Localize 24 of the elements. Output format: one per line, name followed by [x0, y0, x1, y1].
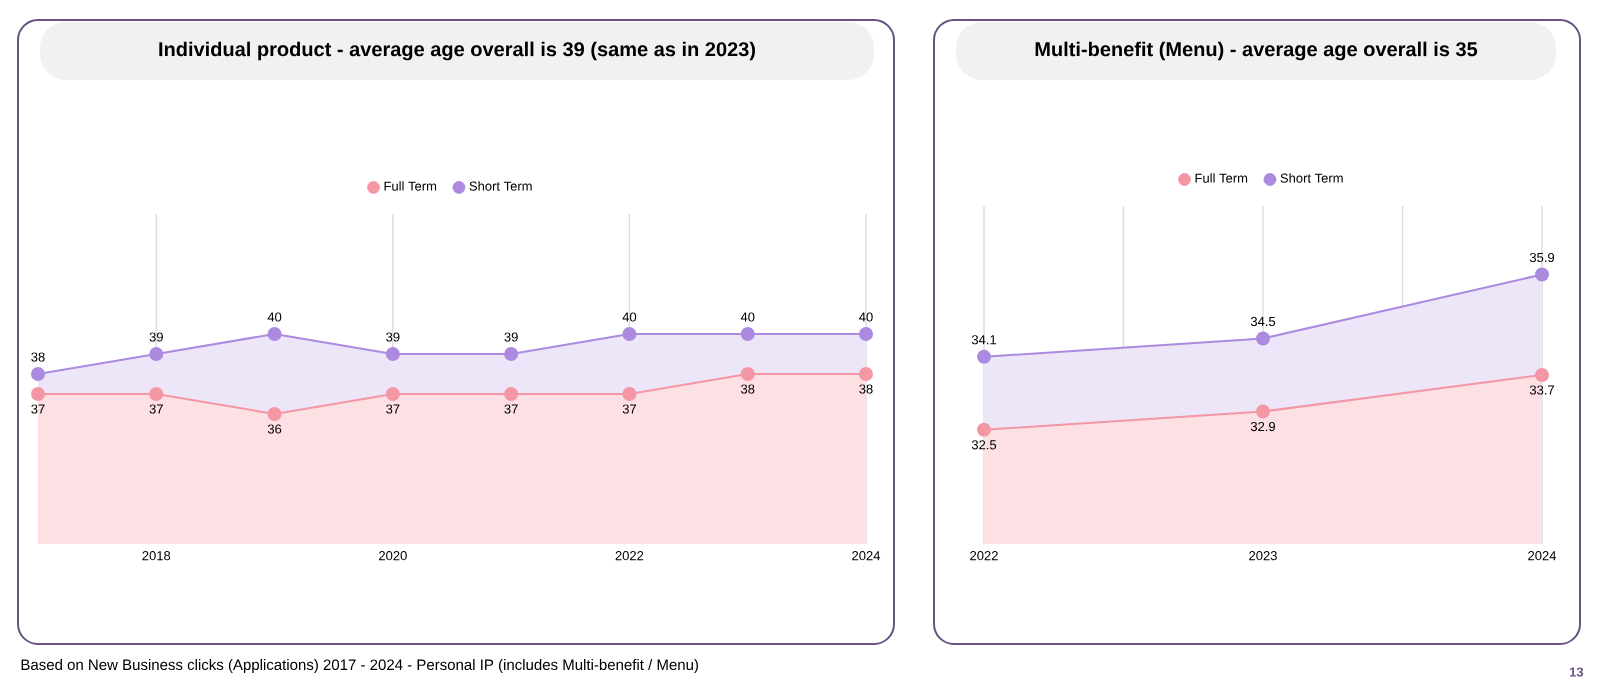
point: [859, 367, 873, 381]
point: [977, 422, 992, 437]
point: [385, 347, 400, 361]
point: [504, 347, 519, 361]
point: [31, 387, 45, 401]
point: [859, 327, 873, 341]
point: [1256, 331, 1271, 346]
point: [622, 387, 637, 401]
point: [149, 387, 164, 401]
point: [622, 327, 637, 341]
point: [1256, 404, 1271, 419]
point: [740, 327, 755, 341]
point: [740, 367, 755, 381]
point: [267, 327, 282, 341]
point: [385, 387, 400, 401]
chart-title: Multi-benefit (Menu) - average age overall is 35: [1035, 41, 1478, 61]
point: [504, 387, 519, 401]
point: [1535, 267, 1550, 282]
point: [31, 367, 45, 381]
point: [1535, 368, 1550, 382]
point: [149, 347, 164, 361]
point: [977, 349, 992, 364]
point: [267, 406, 282, 421]
chart-title: Individual product - average age overall is 39 (same as in 2023): [159, 41, 755, 61]
